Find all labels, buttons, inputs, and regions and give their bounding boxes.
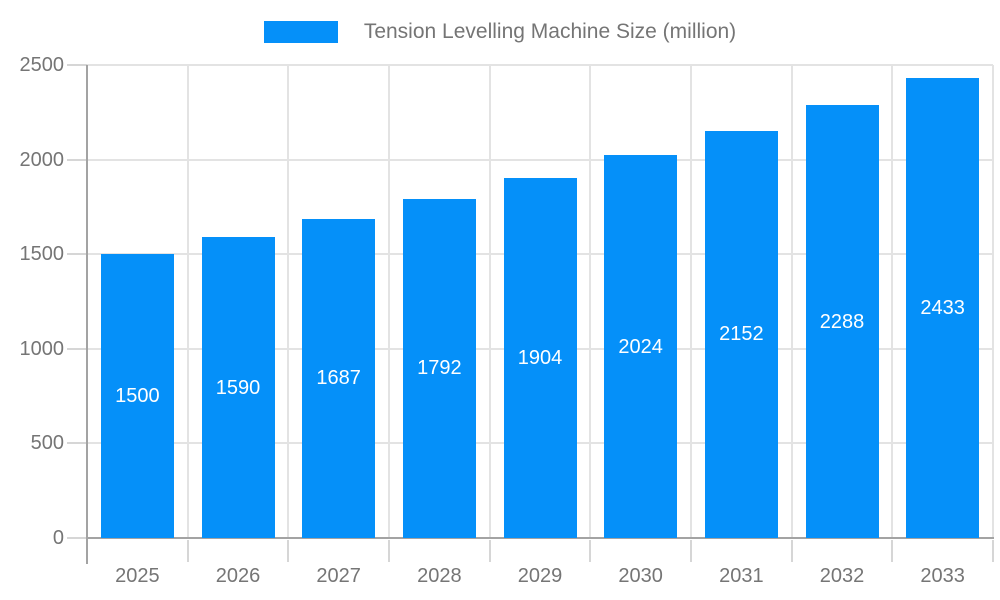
- x-gridline: [790, 65, 793, 538]
- y-gridline: [87, 64, 993, 66]
- x-axis-tick: [589, 540, 592, 562]
- bar: 1904: [503, 177, 577, 538]
- bar: 1500: [100, 254, 174, 538]
- y-axis-label: 500: [30, 432, 64, 455]
- x-axis-label: 2033: [920, 565, 965, 587]
- x-axis-tick: [186, 540, 189, 562]
- bar-value-label: 2152: [719, 323, 764, 346]
- x-axis-label: 2026: [215, 565, 261, 587]
- bar: 2433: [906, 77, 980, 538]
- bar-value-label: 1904: [517, 346, 563, 369]
- x-axis-tick: [992, 540, 994, 562]
- x-axis-tick: [790, 540, 793, 562]
- bar-value-label: 1590: [215, 376, 261, 399]
- bar-value-label: 2288: [819, 310, 865, 333]
- x-gridline: [488, 65, 491, 538]
- y-gridline: [87, 158, 993, 161]
- x-axis-label: 2029: [517, 565, 563, 587]
- x-axis-label: 2025: [115, 565, 160, 587]
- y-axis-label: 1500: [19, 243, 65, 266]
- x-axis-line: [86, 537, 994, 539]
- y-axis-tick: [67, 64, 87, 66]
- y-axis-tick: [67, 347, 87, 350]
- x-axis-tick: [287, 540, 290, 562]
- y-axis-line: [86, 65, 88, 564]
- x-axis-label: 2027: [316, 565, 361, 587]
- x-axis-label: 2031: [719, 565, 764, 587]
- legend-swatch: [263, 21, 338, 43]
- bar: 1590: [201, 237, 275, 538]
- y-axis-label: 2000: [19, 148, 65, 171]
- x-gridline: [186, 65, 189, 538]
- legend-label: Tension Levelling Machine Size (million): [363, 20, 737, 43]
- x-gridline: [690, 65, 692, 538]
- legend-item[interactable]: Tension Levelling Machine Size (million): [263, 20, 737, 44]
- x-gridline: [287, 65, 290, 538]
- y-axis-tick: [67, 158, 87, 161]
- plot-right-border: [992, 65, 994, 538]
- x-axis-label: 2030: [618, 565, 663, 587]
- x-axis-label: 2032: [819, 565, 865, 587]
- x-axis-tick: [388, 540, 390, 562]
- bar: 1687: [302, 218, 376, 538]
- bar: 2288: [805, 105, 879, 538]
- x-gridline: [589, 65, 592, 538]
- x-gridline: [388, 65, 390, 538]
- bar-value-label: 1500: [115, 385, 160, 408]
- x-gridline: [891, 65, 894, 538]
- y-axis-label: 0: [52, 527, 64, 549]
- bar-value-label: 1687: [316, 367, 361, 390]
- x-axis-tick: [891, 540, 894, 562]
- y-axis-label: 1000: [19, 337, 65, 360]
- bar-value-label: 1792: [417, 357, 462, 380]
- chart-legend: Tension Levelling Machine Size (million): [0, 12, 1000, 52]
- x-axis-label: 2028: [417, 565, 462, 587]
- bar-value-label: 2024: [618, 335, 663, 358]
- bar: 2152: [704, 130, 778, 538]
- x-axis-tick: [488, 540, 491, 562]
- y-axis-label: 2500: [19, 54, 65, 76]
- bar: 1792: [402, 198, 476, 538]
- x-axis-tick: [690, 540, 692, 562]
- y-axis-tick: [67, 442, 87, 445]
- bar: 2024: [604, 155, 678, 538]
- bar-value-label: 2433: [920, 296, 965, 319]
- y-axis-tick: [67, 253, 87, 256]
- y-axis-tick: [67, 537, 87, 539]
